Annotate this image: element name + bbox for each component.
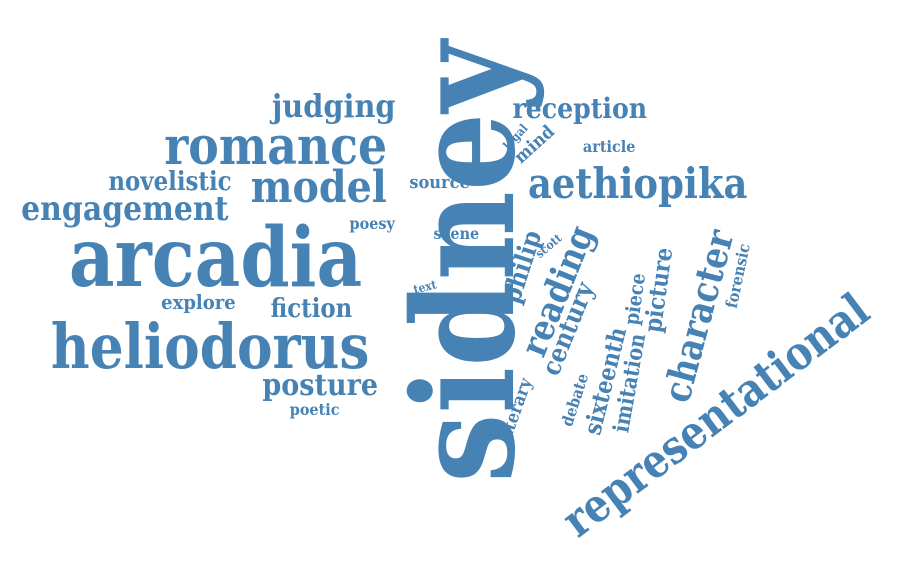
word-reception: reception [512, 92, 648, 125]
word-engagement: engagement [21, 189, 229, 229]
word-romance: romance [163, 116, 387, 177]
word-source: source [408, 172, 470, 193]
word-novelistic: novelistic [108, 167, 232, 197]
word-piece: piece [618, 271, 650, 327]
word-judging: judging [271, 87, 396, 125]
word-model: model [250, 162, 387, 213]
word-posture: posture [262, 368, 379, 403]
word-aethiopika: aethiopika [527, 159, 748, 208]
word-scene: scene [433, 224, 479, 243]
word-arcadia: arcadia [68, 210, 362, 306]
word-article: article [582, 137, 636, 156]
word-poetic: poetic [289, 400, 339, 419]
word-fiction: fiction [270, 294, 352, 324]
word-poesy: poesy [349, 214, 395, 233]
word-explore: explore [160, 290, 236, 314]
word-heliodorus: heliodorus [50, 310, 370, 383]
